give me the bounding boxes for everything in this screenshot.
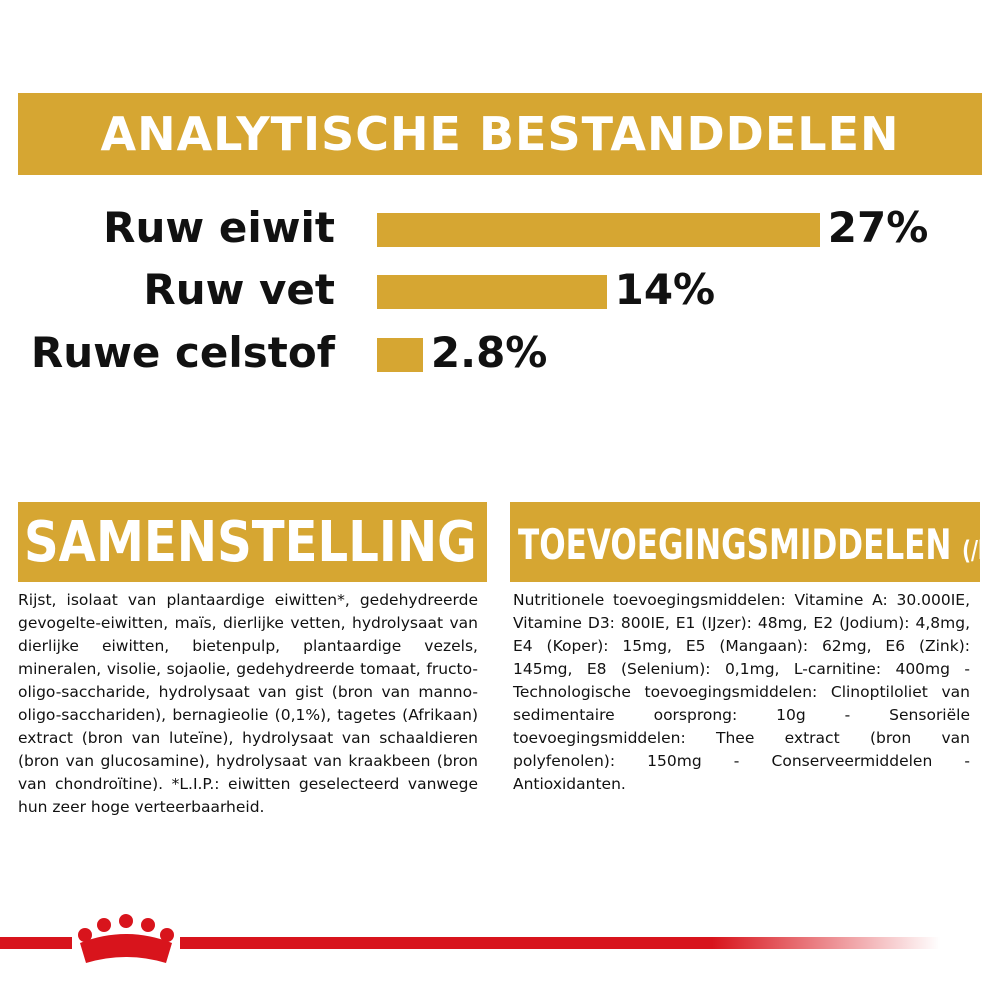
samenstelling-text: Rijst, isolaat van plantaardige eiwitten… [18, 589, 478, 819]
bar [377, 338, 423, 372]
toevoeging-text: Nutritionele toevoegingsmiddelen: Vitami… [513, 591, 970, 793]
ingredients: Rijst, isolaat van plantaardige eiwitten… [18, 591, 478, 793]
value-label: 14% [614, 265, 716, 314]
title-banner: ANALYTISCHE BESTANDDELEN [18, 93, 982, 175]
unit: (/kg) [962, 536, 980, 566]
title: ANALYTISCHE BESTANDDELEN [100, 107, 900, 161]
footer [0, 914, 940, 963]
bar [377, 275, 607, 309]
value-label: 2.8% [430, 328, 548, 377]
crown-logo [78, 914, 174, 963]
heading-text: TOEVOEGINGSMIDDELEN [518, 520, 952, 569]
toevoeging-header: TOEVOEGINGSMIDDELEN (/kg) [510, 502, 980, 582]
footnote: *L.I.P.: eiwitten geselecteerd vanwege h… [18, 775, 478, 816]
value-label: 27% [827, 203, 929, 252]
category-label: Ruw eiwit [103, 203, 335, 252]
red-line [180, 937, 940, 949]
category-label: Ruwe celstof [30, 328, 335, 377]
bar [377, 213, 820, 247]
heading: TOEVOEGINGSMIDDELEN (/kg) [518, 520, 980, 569]
red-line [0, 937, 72, 949]
category-label: Ruw vet [143, 265, 335, 314]
chart: Ruw eiwit 27% Ruw vet 14% Ruwe celstof 2.8% [0, 200, 1000, 400]
heading: SAMENSTELLING [24, 510, 477, 575]
samenstelling-header: SAMENSTELLING [18, 502, 487, 582]
